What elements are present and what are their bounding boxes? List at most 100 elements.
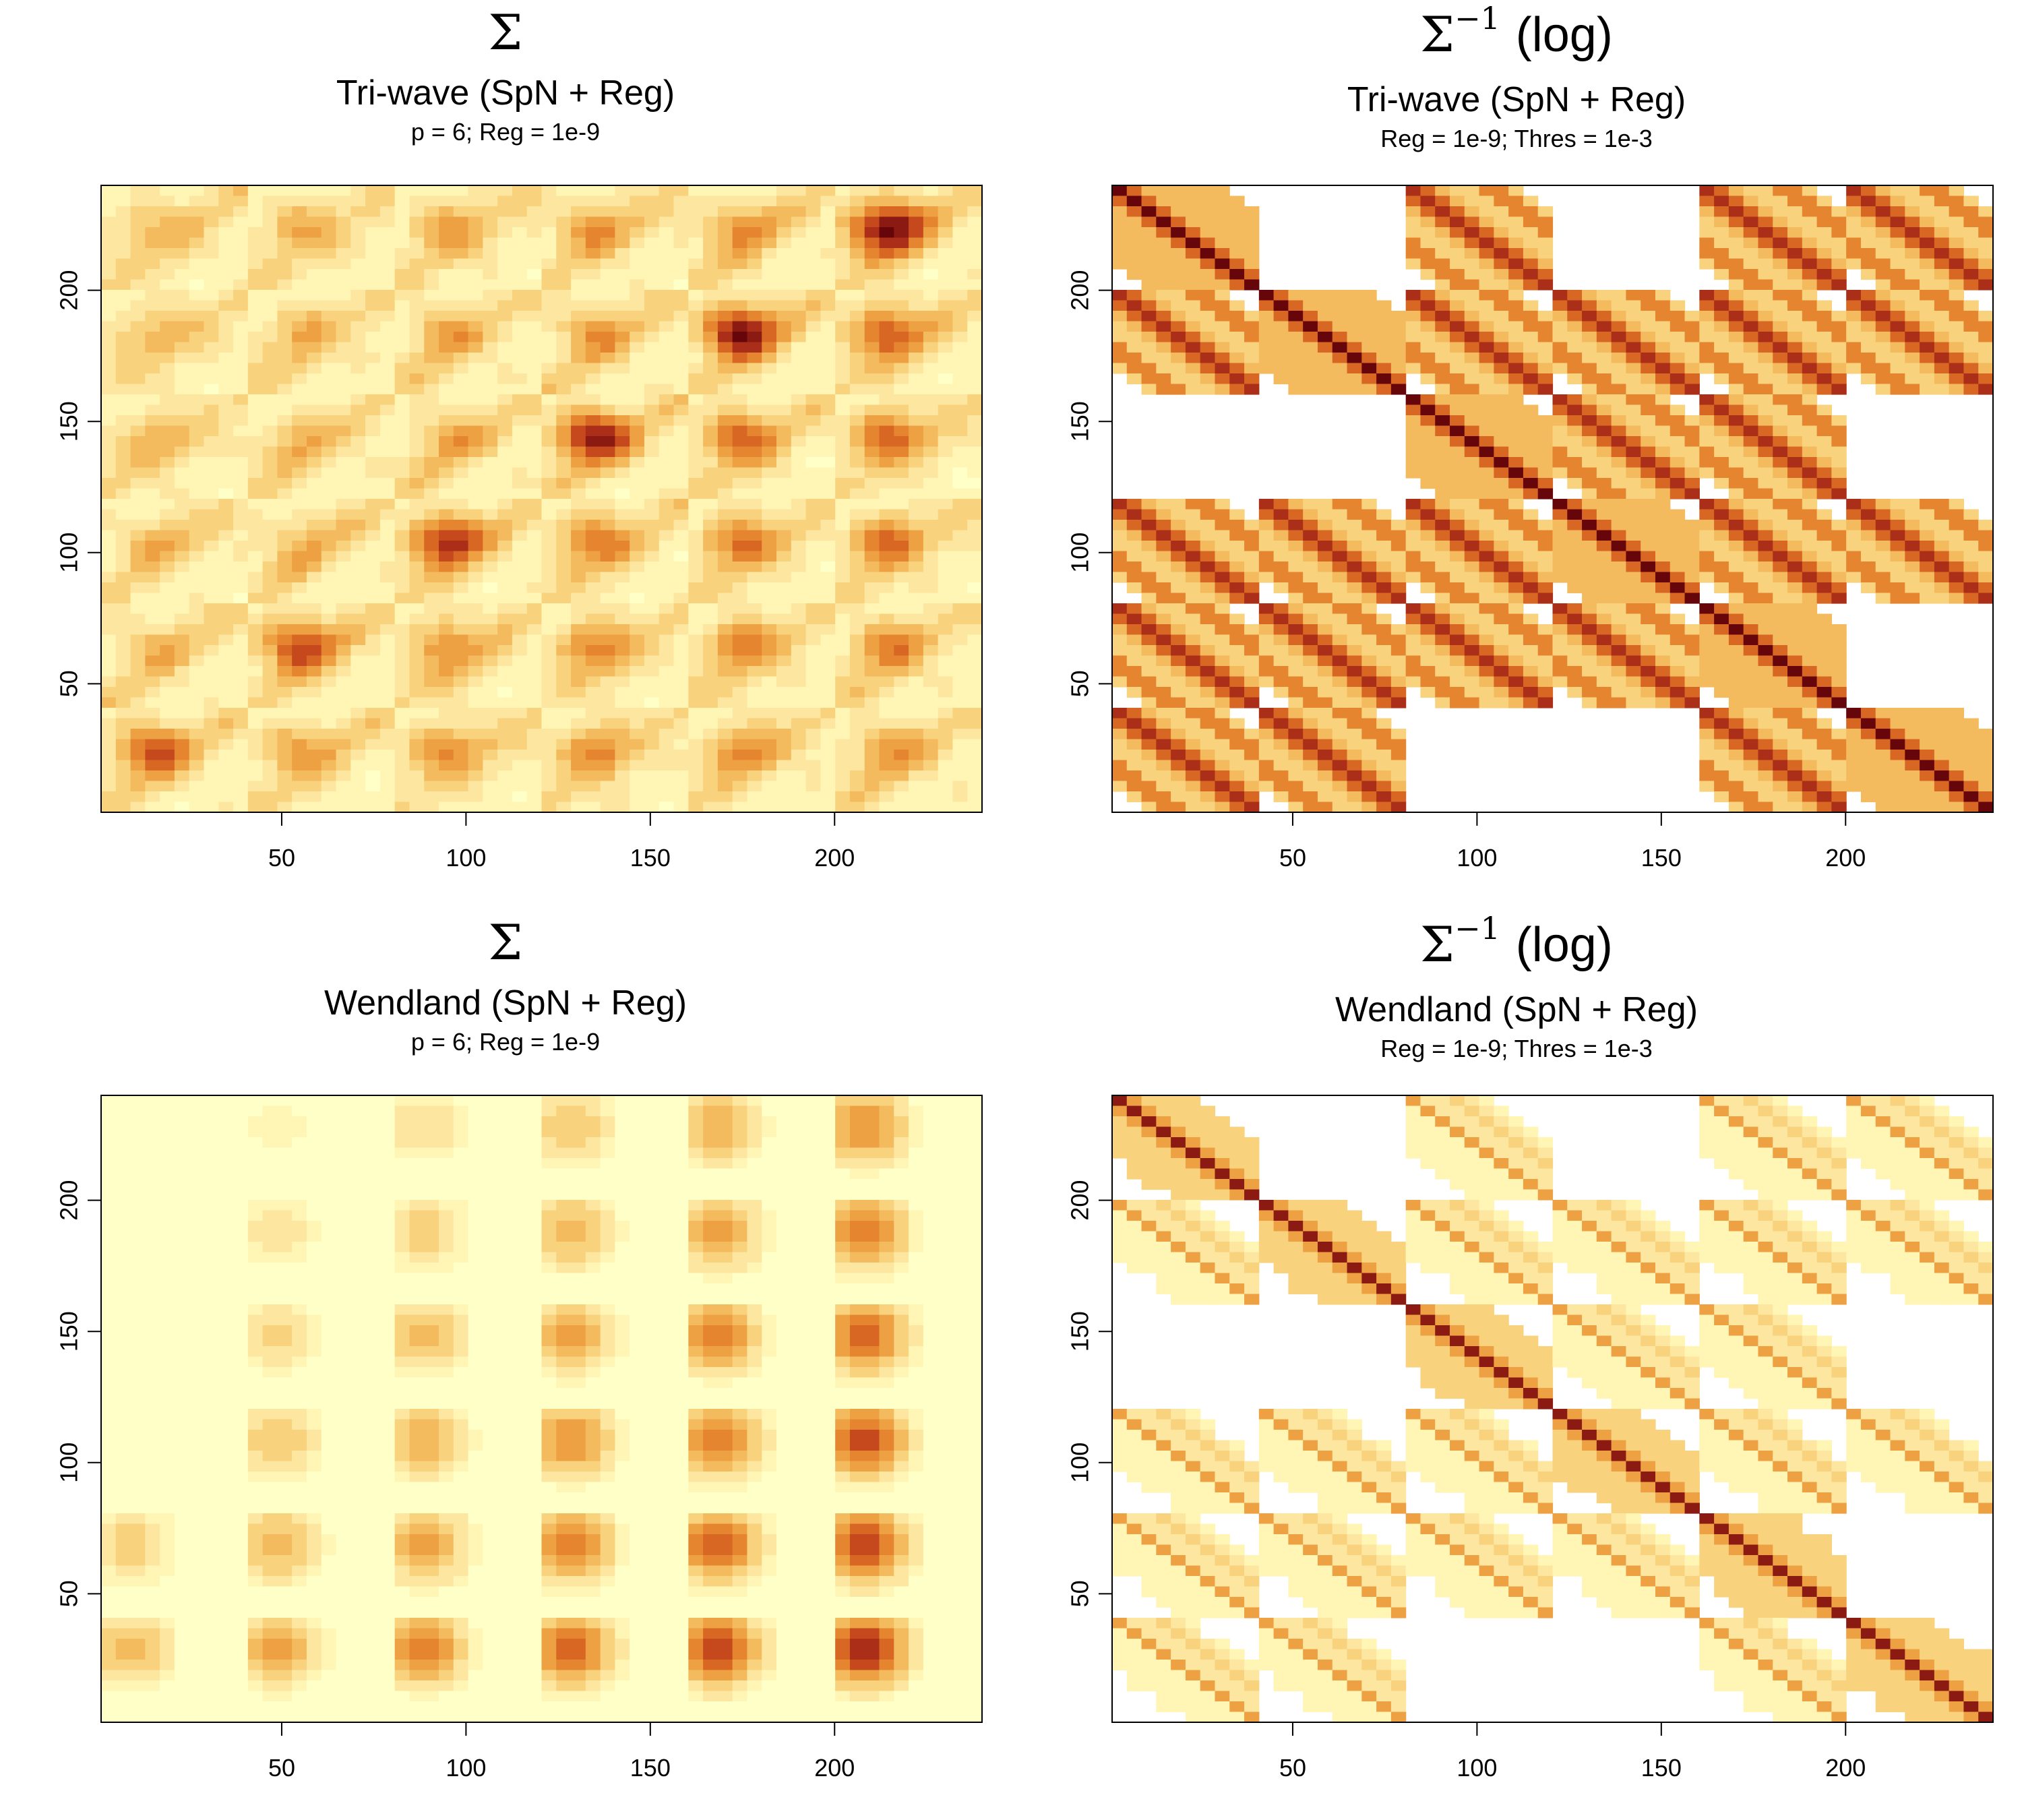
heatmap-cell bbox=[512, 770, 528, 782]
heatmap-cell bbox=[1949, 185, 1965, 197]
heatmap-cell bbox=[644, 290, 660, 301]
heatmap-cell bbox=[218, 520, 234, 531]
heatmap-cell bbox=[379, 729, 396, 740]
heatmap-cell bbox=[791, 300, 807, 311]
heatmap-cell bbox=[409, 613, 425, 625]
heatmap-cell bbox=[1816, 373, 1832, 385]
heatmap-cell bbox=[1905, 342, 1920, 353]
heatmap-cell bbox=[1875, 373, 1891, 385]
heatmap-cell bbox=[1890, 499, 1905, 510]
heatmap-cell bbox=[1641, 384, 1656, 395]
heatmap-cell bbox=[658, 290, 675, 301]
heatmap-cell bbox=[820, 404, 836, 416]
heatmap-cell bbox=[247, 603, 264, 615]
heatmap-cell bbox=[541, 676, 557, 688]
heatmap-cell bbox=[130, 770, 146, 782]
heatmap-cell bbox=[776, 300, 792, 311]
heatmap-cell bbox=[262, 562, 278, 573]
heatmap-cell bbox=[688, 593, 704, 604]
heatmap-cell bbox=[365, 499, 381, 510]
heatmap-cell bbox=[394, 248, 410, 260]
heatmap-cell bbox=[306, 467, 322, 479]
heatmap-cell bbox=[1816, 279, 1832, 291]
heatmap-cell bbox=[1200, 342, 1216, 353]
heatmap-cell bbox=[497, 467, 513, 479]
heatmap-cell bbox=[1464, 321, 1480, 332]
heatmap-cell bbox=[189, 791, 205, 803]
heatmap-cell bbox=[1669, 300, 1686, 311]
heatmap-cell bbox=[262, 227, 278, 239]
heatmap-cell bbox=[292, 509, 307, 520]
heatmap-cell bbox=[585, 478, 601, 489]
heatmap-cell bbox=[1200, 373, 1216, 385]
heatmap-cell bbox=[835, 791, 851, 803]
heatmap-cell bbox=[923, 520, 939, 531]
heatmap-cell bbox=[306, 404, 322, 416]
heatmap-cell bbox=[526, 509, 543, 520]
heatmap-cell bbox=[468, 363, 483, 374]
heatmap-cell bbox=[644, 404, 660, 416]
heatmap-cell bbox=[1156, 509, 1171, 520]
heatmap-cell bbox=[923, 666, 939, 677]
heatmap-cell bbox=[277, 237, 293, 249]
heatmap-cell bbox=[923, 781, 939, 792]
heatmap-cell bbox=[1303, 321, 1318, 332]
heatmap-cell bbox=[145, 237, 160, 249]
heatmap-cell bbox=[762, 216, 777, 228]
heatmap-cell bbox=[233, 185, 249, 197]
heatmap-cell bbox=[453, 687, 469, 698]
heatmap-cell bbox=[1567, 520, 1583, 531]
heatmap-cell bbox=[204, 206, 219, 218]
heatmap-cell bbox=[849, 666, 865, 677]
heatmap-cell bbox=[1582, 342, 1597, 353]
heatmap-cell bbox=[145, 269, 160, 280]
heatmap-cell bbox=[1303, 342, 1318, 353]
heatmap-cell bbox=[835, 655, 851, 667]
heatmap-cell bbox=[350, 467, 366, 479]
heatmap-cell bbox=[556, 279, 572, 291]
heatmap-cell bbox=[233, 436, 249, 448]
heatmap-cell bbox=[791, 269, 807, 280]
heatmap-cell bbox=[541, 185, 557, 197]
heatmap-cell bbox=[923, 551, 939, 562]
heatmap-cell bbox=[409, 645, 425, 657]
heatmap-cell bbox=[409, 603, 425, 615]
heatmap-cell bbox=[1552, 363, 1568, 374]
heatmap-cell bbox=[145, 363, 160, 374]
heatmap-cell bbox=[321, 718, 337, 729]
heatmap-cell bbox=[571, 760, 586, 771]
heatmap-cell bbox=[600, 676, 616, 688]
heatmap-cell bbox=[1347, 300, 1362, 311]
heatmap-cell bbox=[585, 499, 601, 510]
heatmap-cell bbox=[292, 572, 307, 583]
heatmap-cell bbox=[1773, 373, 1788, 385]
heatmap-cell bbox=[204, 655, 219, 667]
heatmap-cell bbox=[556, 478, 572, 489]
heatmap-cell bbox=[512, 290, 528, 301]
heatmap-cell bbox=[1758, 300, 1773, 311]
heatmap-cell bbox=[556, 394, 572, 406]
heatmap-cell bbox=[115, 478, 131, 489]
heatmap-cell bbox=[204, 530, 219, 541]
heatmap-cell bbox=[424, 478, 439, 489]
heatmap-cell bbox=[747, 311, 762, 322]
heatmap-cell bbox=[849, 708, 865, 719]
heatmap-cell bbox=[497, 708, 513, 719]
heatmap-cell bbox=[703, 666, 718, 677]
heatmap-cell bbox=[1450, 509, 1465, 520]
heatmap-cell bbox=[1523, 227, 1539, 239]
heatmap-cell bbox=[1875, 206, 1891, 218]
heatmap-cell bbox=[644, 801, 660, 813]
heatmap-cell bbox=[952, 666, 968, 677]
heatmap-cell bbox=[1875, 185, 1891, 197]
heatmap-cell bbox=[1728, 363, 1744, 374]
heatmap-cell bbox=[350, 770, 366, 782]
heatmap-cell bbox=[365, 750, 381, 761]
heatmap-cell bbox=[938, 634, 954, 646]
heatmap-cell bbox=[585, 415, 601, 427]
heatmap-cell bbox=[1537, 373, 1554, 385]
heatmap-cell bbox=[791, 185, 807, 197]
heatmap-cell bbox=[703, 613, 718, 625]
heatmap-cell bbox=[321, 499, 337, 510]
heatmap-cell bbox=[233, 697, 249, 708]
